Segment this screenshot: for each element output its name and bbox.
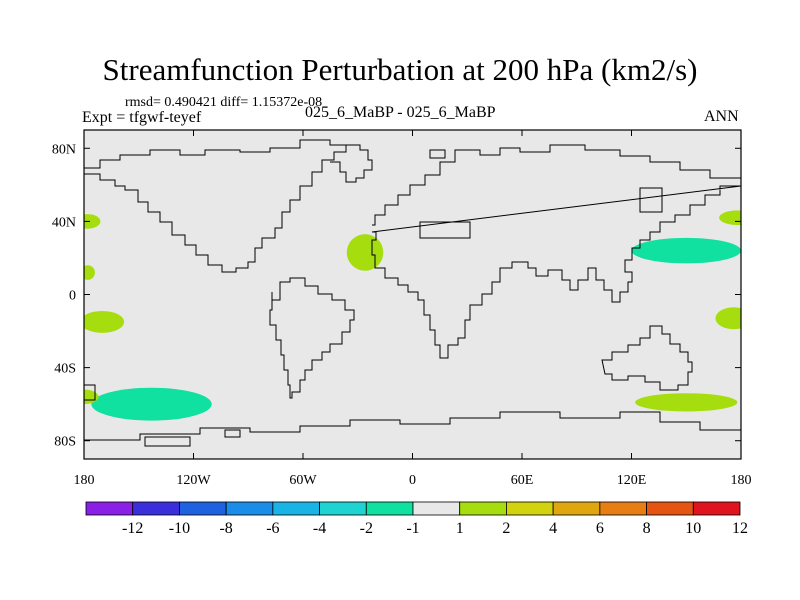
x-tick-label-6: 180 bbox=[731, 473, 752, 488]
y-axis: 80N 40N 0 40S 80S bbox=[52, 142, 741, 450]
anomaly-region-2 bbox=[346, 234, 384, 271]
colorbar-swatch-10 bbox=[552, 501, 601, 516]
colorbar-label-7: 1 bbox=[456, 520, 464, 537]
x-tick-label-0: 180 bbox=[74, 473, 95, 488]
colorbar-label-4: -4 bbox=[313, 520, 326, 537]
colorbar-swatch-5 bbox=[319, 501, 367, 516]
coastline-antarctica bbox=[84, 411, 741, 441]
y-tick-label-1: 40N bbox=[52, 215, 76, 230]
colorbar-swatch-1 bbox=[132, 501, 180, 516]
y-tick-label-3: 40S bbox=[54, 362, 76, 377]
anomaly-region-8 bbox=[715, 307, 741, 330]
colorbar-swatch-6 bbox=[365, 501, 414, 516]
season-label: ANN bbox=[704, 108, 739, 125]
colorbar-swatch-12 bbox=[646, 501, 694, 516]
colorbar-label-10: 6 bbox=[596, 520, 604, 537]
coastline-minor-islands bbox=[84, 149, 663, 447]
anomaly-region-5 bbox=[84, 265, 95, 280]
case-label: 025_6_MaBP - 025_6_MaBP bbox=[305, 104, 496, 121]
anomaly-region-9 bbox=[635, 393, 738, 412]
x-axis: 180 120W 60W 0 60E 120E 180 bbox=[74, 130, 752, 488]
stats-label: rmsd= 0.490421 diff= 1.15372e-08 bbox=[125, 95, 323, 110]
anomaly-region-7 bbox=[719, 210, 741, 226]
colorbar-label-11: 8 bbox=[643, 520, 651, 537]
colorbar-swatch-11 bbox=[599, 501, 647, 516]
colorbar-swatch-0 bbox=[85, 501, 134, 516]
experiment-label: Expt = tfgwf-teyef bbox=[82, 109, 202, 126]
colorbar-swatch-7 bbox=[412, 501, 461, 516]
colorbar-swatch-4 bbox=[272, 501, 320, 516]
colorbar-label-6: -1 bbox=[406, 520, 419, 537]
colorbar-label-3: -6 bbox=[266, 520, 279, 537]
colorbar-label-12: 10 bbox=[685, 520, 701, 537]
colorbar-label-9: 4 bbox=[549, 520, 557, 537]
coastline-eurasia-africa bbox=[371, 144, 741, 359]
colorbar-swatch-13 bbox=[692, 501, 741, 516]
x-tick-label-1: 120W bbox=[176, 473, 211, 488]
colorbar-label-1: -10 bbox=[169, 520, 190, 537]
coastlines bbox=[84, 139, 741, 447]
anomaly-region-0 bbox=[91, 387, 212, 421]
y-tick-label-2: 0 bbox=[69, 289, 76, 304]
chart-title: Streamfunction Perturbation at 200 hPa (… bbox=[102, 52, 698, 87]
x-tick-label-4: 60E bbox=[511, 473, 534, 488]
colorbar-label-8: 2 bbox=[502, 520, 510, 537]
coastline-australia bbox=[601, 325, 693, 391]
y-tick-label-4: 80S bbox=[54, 435, 76, 450]
colorbar-swatch-8 bbox=[459, 501, 507, 516]
coastline-south-america bbox=[269, 277, 355, 399]
colorbar-label-0: -12 bbox=[122, 520, 143, 537]
coastline-greenland bbox=[330, 144, 373, 183]
x-tick-label-5: 120E bbox=[617, 473, 647, 488]
anomaly-regions bbox=[84, 210, 741, 421]
colorbar-label-5: -2 bbox=[360, 520, 373, 537]
colorbar: -12 -10 -8 -6 -4 -2 -1 1 2 4 6 8 10 12 bbox=[85, 501, 748, 537]
y-tick-label-0: 80N bbox=[52, 142, 76, 157]
colorbar-swatch-2 bbox=[179, 501, 227, 516]
x-tick-label-2: 60W bbox=[289, 473, 317, 488]
anomaly-region-4 bbox=[84, 214, 101, 229]
colorbar-swatch-3 bbox=[225, 501, 274, 516]
colorbar-swatch-9 bbox=[506, 501, 554, 516]
anomaly-region-3 bbox=[84, 310, 125, 333]
anomaly-region-1 bbox=[631, 237, 741, 264]
x-tick-label-3: 0 bbox=[409, 473, 416, 488]
coastline-north-america bbox=[84, 139, 347, 273]
colorbar-label-13: 12 bbox=[732, 520, 748, 537]
colorbar-label-2: -8 bbox=[219, 520, 232, 537]
